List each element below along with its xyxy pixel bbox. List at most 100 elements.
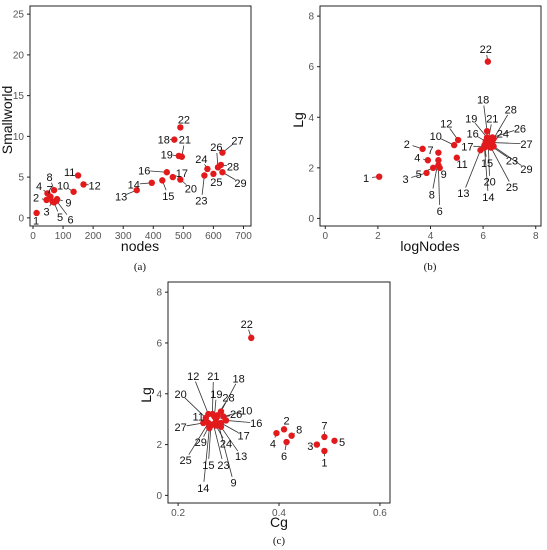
point-label: 10 xyxy=(430,131,442,143)
point-label: 6 xyxy=(281,451,287,463)
leader-line xyxy=(188,422,209,455)
point-label: 24 xyxy=(497,129,509,141)
leader-line xyxy=(493,146,522,167)
leader-line xyxy=(487,146,490,176)
data-point xyxy=(171,136,178,143)
panel-a: 0 100 200 300 400 500 600 7000510152025nodesSma… xyxy=(0,5,252,273)
point-label: 6 xyxy=(437,206,443,218)
point-label: 27 xyxy=(174,422,186,434)
data-point xyxy=(280,426,288,433)
data-point xyxy=(321,433,328,441)
point-label: 25 xyxy=(180,455,192,467)
point-label: 22 xyxy=(480,44,492,56)
data-point xyxy=(204,165,211,173)
data-point xyxy=(169,173,177,181)
y-tick-label: 10 xyxy=(13,132,25,143)
point-label: 23 xyxy=(217,460,229,472)
data-point xyxy=(222,417,230,424)
data-point xyxy=(454,136,462,144)
data-point xyxy=(423,169,430,177)
point-label: 14 xyxy=(197,483,209,495)
data-point xyxy=(436,164,443,172)
data-point xyxy=(177,124,184,131)
point-label: 22 xyxy=(178,114,190,126)
data-point xyxy=(206,422,213,429)
point-label: 21 xyxy=(179,135,191,147)
x-tick-label: 0.6 xyxy=(373,508,387,519)
leader-line xyxy=(184,397,207,419)
point-label: 18 xyxy=(233,374,245,386)
data-point xyxy=(163,169,171,176)
point-label: 1 xyxy=(363,173,369,185)
data-point xyxy=(217,161,225,169)
point-label: 20 xyxy=(174,389,186,401)
point-label: 16 xyxy=(138,166,150,178)
point-label: 25 xyxy=(506,182,518,194)
y-tick-label: 4 xyxy=(156,389,162,400)
point-label: 4 xyxy=(270,438,276,450)
data-point xyxy=(429,164,437,172)
data-point xyxy=(177,176,184,183)
data-point xyxy=(321,447,328,455)
data-point xyxy=(53,195,61,203)
point-label: 4 xyxy=(414,153,420,165)
x-tick-label: 8 xyxy=(533,231,539,242)
x-tick-label: 600 xyxy=(205,231,222,242)
point-label: 18 xyxy=(158,135,170,147)
point-label: 8 xyxy=(296,424,302,436)
y-tick-label: 6 xyxy=(308,62,314,73)
data-point xyxy=(214,412,221,419)
point-label: 12 xyxy=(89,180,101,192)
point-label: 5 xyxy=(57,212,63,224)
data-point xyxy=(484,58,492,65)
point-label: 5 xyxy=(416,169,422,181)
point-label: 7 xyxy=(321,421,327,433)
x-tick-label: 400 xyxy=(145,231,162,242)
leader-line xyxy=(220,426,239,452)
point-label: 26 xyxy=(514,124,526,136)
point-label: 3 xyxy=(307,441,313,453)
point-label: 14 xyxy=(128,179,140,191)
data-point xyxy=(202,414,210,422)
point-label: 20 xyxy=(185,184,197,196)
data-point xyxy=(47,193,54,200)
x-axis-title: logNodes xyxy=(400,238,459,254)
leader-line xyxy=(484,147,489,191)
data-point xyxy=(178,153,186,160)
point-label: 10 xyxy=(57,180,69,192)
point-label: 5 xyxy=(339,437,345,449)
point-label: 19 xyxy=(210,389,222,401)
point-label: 23 xyxy=(506,155,518,167)
point-label: 1 xyxy=(321,457,327,469)
point-label: 16 xyxy=(250,418,262,430)
point-label: 15 xyxy=(481,158,493,170)
point-label: 16 xyxy=(466,129,478,141)
point-label: 2 xyxy=(404,139,410,151)
point-label: 11 xyxy=(64,167,75,179)
point-label: 13 xyxy=(457,188,469,200)
y-tick-label: 4 xyxy=(308,113,314,124)
data-point xyxy=(80,181,87,188)
point-label: 9 xyxy=(231,478,237,490)
point-label: 29 xyxy=(520,164,532,176)
data-point xyxy=(201,172,208,179)
point-label: 27 xyxy=(231,135,243,147)
point-label: 12 xyxy=(187,371,199,383)
point-label: 28 xyxy=(505,105,517,117)
point-label: 11 xyxy=(456,159,467,171)
x-tick-label: 2 xyxy=(375,231,381,242)
point-label: 13 xyxy=(235,451,247,463)
data-point xyxy=(450,141,458,149)
data-point xyxy=(288,432,295,439)
leader-line xyxy=(203,428,210,482)
point-label: 22 xyxy=(241,319,253,331)
panel-caption: (a) xyxy=(134,261,147,273)
point-label: 8 xyxy=(429,189,435,201)
point-label: 25 xyxy=(210,177,222,189)
point-label: 9 xyxy=(441,169,447,181)
x-tick-label: 500 xyxy=(175,231,192,242)
y-tick-label: 5 xyxy=(18,173,24,184)
data-point xyxy=(50,186,58,194)
point-label: 29 xyxy=(234,178,246,190)
